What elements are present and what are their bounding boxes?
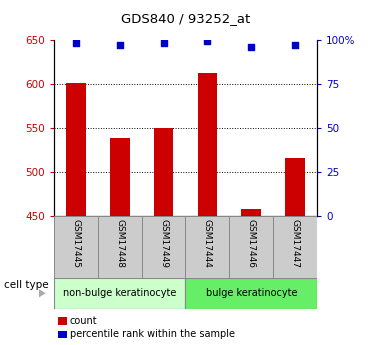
Text: count: count — [70, 316, 97, 326]
Bar — [98, 216, 142, 278]
Text: non-bulge keratinocyte: non-bulge keratinocyte — [63, 288, 176, 298]
Bar — [186, 278, 317, 309]
Bar — [285, 158, 305, 216]
Text: GSM17448: GSM17448 — [115, 219, 124, 268]
Point — [161, 40, 167, 46]
Point — [116, 42, 122, 48]
Text: GSM17447: GSM17447 — [291, 219, 300, 268]
Bar — [110, 138, 129, 216]
Text: GSM17449: GSM17449 — [159, 219, 168, 268]
Text: GSM17446: GSM17446 — [247, 219, 256, 268]
Point — [204, 39, 210, 44]
Bar — [273, 216, 317, 278]
Text: cell type: cell type — [4, 280, 48, 290]
Bar — [198, 73, 217, 216]
Bar — [54, 216, 98, 278]
Bar — [154, 128, 173, 216]
Text: GSM17445: GSM17445 — [71, 219, 80, 268]
Bar — [142, 216, 186, 278]
Text: bulge keratinocyte: bulge keratinocyte — [206, 288, 297, 298]
Point — [292, 42, 298, 48]
Text: GDS840 / 93252_at: GDS840 / 93252_at — [121, 12, 250, 25]
Point — [73, 40, 79, 46]
Polygon shape — [39, 289, 46, 297]
Text: percentile rank within the sample: percentile rank within the sample — [70, 329, 235, 339]
Point — [249, 44, 255, 49]
Bar — [66, 83, 86, 216]
Bar — [186, 216, 229, 278]
Text: GSM17444: GSM17444 — [203, 219, 212, 268]
Bar — [242, 209, 261, 216]
Bar — [54, 278, 185, 309]
Bar — [229, 216, 273, 278]
